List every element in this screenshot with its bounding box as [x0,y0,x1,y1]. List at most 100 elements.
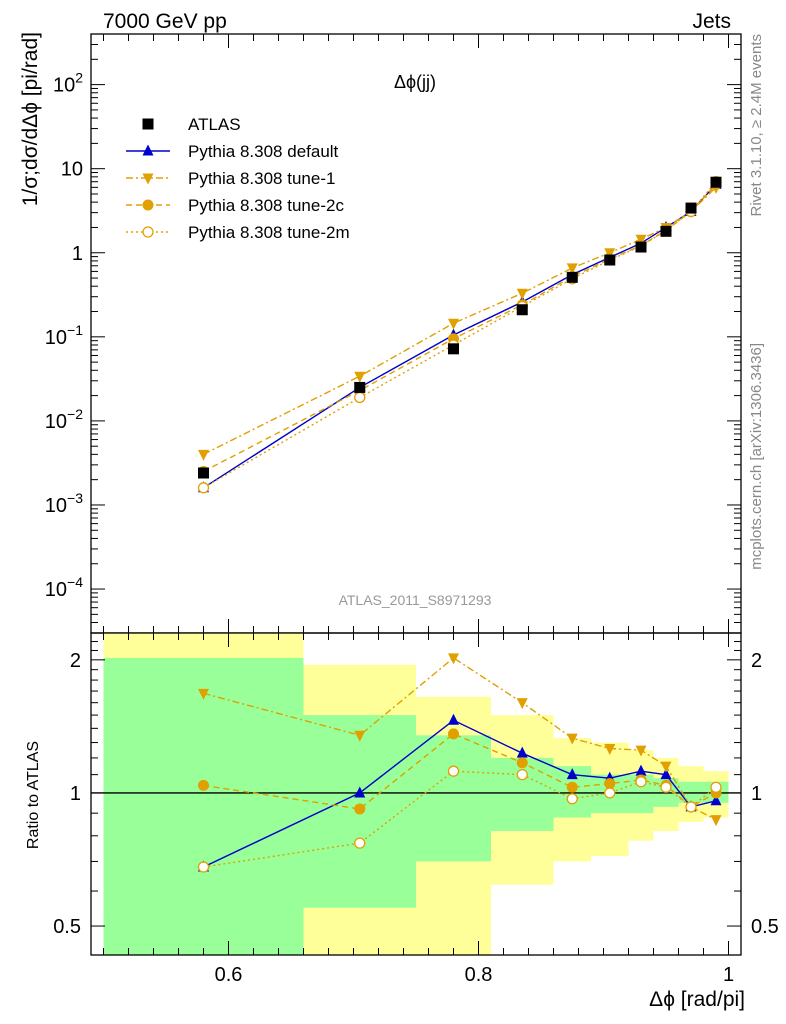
x-axis-label: Δϕ [rad/pi] [649,988,745,1011]
legend-label-tune2m: Pythia 8.308 tune-2m [188,223,350,242]
y-tick-label: 2 [70,650,81,672]
legend-marker-tune2c [142,199,154,211]
legend-item-atlas: ATLAS [142,115,241,134]
legend-item-default: Pythia 8.308 default [126,142,339,161]
data-point-tune1 [354,730,366,742]
data-point-tune1 [354,371,366,383]
legend-item-tune2c: Pythia 8.308 tune-2c [126,196,344,215]
y-tick-label: 10−1 [45,322,83,349]
data-point-default [566,768,578,780]
series-line-tune1 [203,657,717,821]
data-point-atlas [710,176,722,188]
data-point-default [635,764,647,776]
data-point-default [354,786,366,798]
main-plot: Δϕ(jj) 1/σ;dσ/dΔϕ [pi/rad] ATLAS_2011_S8… [19,32,742,634]
legend-marker-tune2m [142,226,154,238]
legend-label-tune2c: Pythia 8.308 tune-2c [188,196,344,215]
data-point-atlas [354,381,366,393]
legend-item-tune1: Pythia 8.308 tune-1 [126,169,335,188]
series-tune2m [197,765,722,873]
ratio-y-axis: 0.5 0.5 1 1 2 2 [53,641,779,938]
legend-marker-tune1 [142,173,154,185]
x-axis [103,34,729,633]
data-point-tune1 [660,761,672,773]
x-tick-label: 0.8 [465,964,493,986]
data-point-tune2m [660,781,672,793]
data-point-atlas [685,202,697,214]
data-point-tune2c [198,779,209,791]
data-point-tune1 [516,698,528,710]
data-point-atlas [198,467,209,479]
data-point-tune2m [197,861,210,873]
data-point-tune2c [566,781,578,793]
y-tick-label: 102 [53,70,83,97]
data-point-default [448,713,459,725]
data-point-tune2m [635,776,647,788]
data-point-atlas [448,343,459,355]
mcplots-label: mcplots.cern.ch [arXiv:1306.3436] [748,343,765,570]
data-point-tune2m [354,391,366,404]
x-tick-label: 0.6 [215,964,243,986]
data-point-tune1 [448,318,459,330]
data-point-tune2c [448,728,459,740]
ratio-y-axis-label: Ratio to ATLAS [25,741,42,849]
x-axis: 0.6 0.8 1 [103,633,734,986]
main-y-axis: 10−4 10−3 10−2 10−1 1 10 102 [45,33,741,634]
legend-marker-default [142,144,154,156]
legend-label-default: Pythia 8.308 default [188,142,339,161]
data-point-tune2m [447,765,460,777]
data-point-tune1 [710,815,722,827]
data-point-tune2m [604,787,616,799]
data-point-tune1 [604,744,616,756]
data-point-tune2c [516,757,528,769]
green-band-bin [103,657,304,955]
series-atlas [198,176,722,479]
legend-item-tune2m: Pythia 8.308 tune-2m [126,223,350,242]
y-tick-label: 10−3 [45,490,83,517]
main-y-axis-label: 1/σ;dσ/dΔϕ [pi/rad] [19,32,42,206]
data-point-tune1 [198,688,209,700]
legend-marker-atlas [142,118,154,130]
data-point-tune2c [604,778,616,790]
data-point-tune2m [516,768,528,781]
data-point-tune2m [685,801,697,813]
data-point-default [516,746,528,758]
y-tick-label: 1 [751,783,762,805]
series-line-tune1 [203,186,717,455]
series-tune1 [198,653,722,827]
data-point-tune1 [448,653,459,665]
ratio-uncertainty-bands [103,633,729,955]
y-tick-label: 2 [751,650,762,672]
data-point-tune1 [635,745,647,757]
data-point-tune1 [198,449,209,461]
y-tick-label: 1 [72,243,83,265]
green-band-bin [416,735,491,862]
legend-label-atlas: ATLAS [188,115,241,134]
y-tick-label: 10−4 [45,574,83,601]
y-tick-label: 10 [61,159,83,181]
data-point-default [710,794,722,806]
data-point-tune1 [566,733,578,745]
rivet-label: Rivet 3.1.10, ≥ 2.4M events [748,34,765,217]
data-point-atlas [635,241,647,253]
y-tick-label: 1 [70,783,81,805]
green-band-bin [678,781,704,803]
data-point-tune2m [566,793,578,805]
analysis-label: ATLAS_2011_S8971293 [339,592,492,608]
y-tick-label: 10−2 [45,406,83,433]
data-point-tune1 [516,288,528,300]
green-band-bin [491,757,554,832]
data-point-atlas [660,225,672,237]
series-line-tune2m [203,181,717,489]
data-point-default [660,768,672,780]
legend: ATLAS Pythia 8.308 default Pythia 8.308 tu… [126,115,350,242]
data-point-tune2m [197,482,210,494]
data-point-tune2m [354,837,366,849]
x-tick-label: 1 [723,964,734,986]
ratio-plot-frame [90,632,742,956]
header-left: 7000 GeV pp [103,10,227,33]
y-tick-label: 0.5 [53,916,81,938]
series-line-default [203,719,717,868]
y-tick-label: 0.5 [751,916,779,938]
